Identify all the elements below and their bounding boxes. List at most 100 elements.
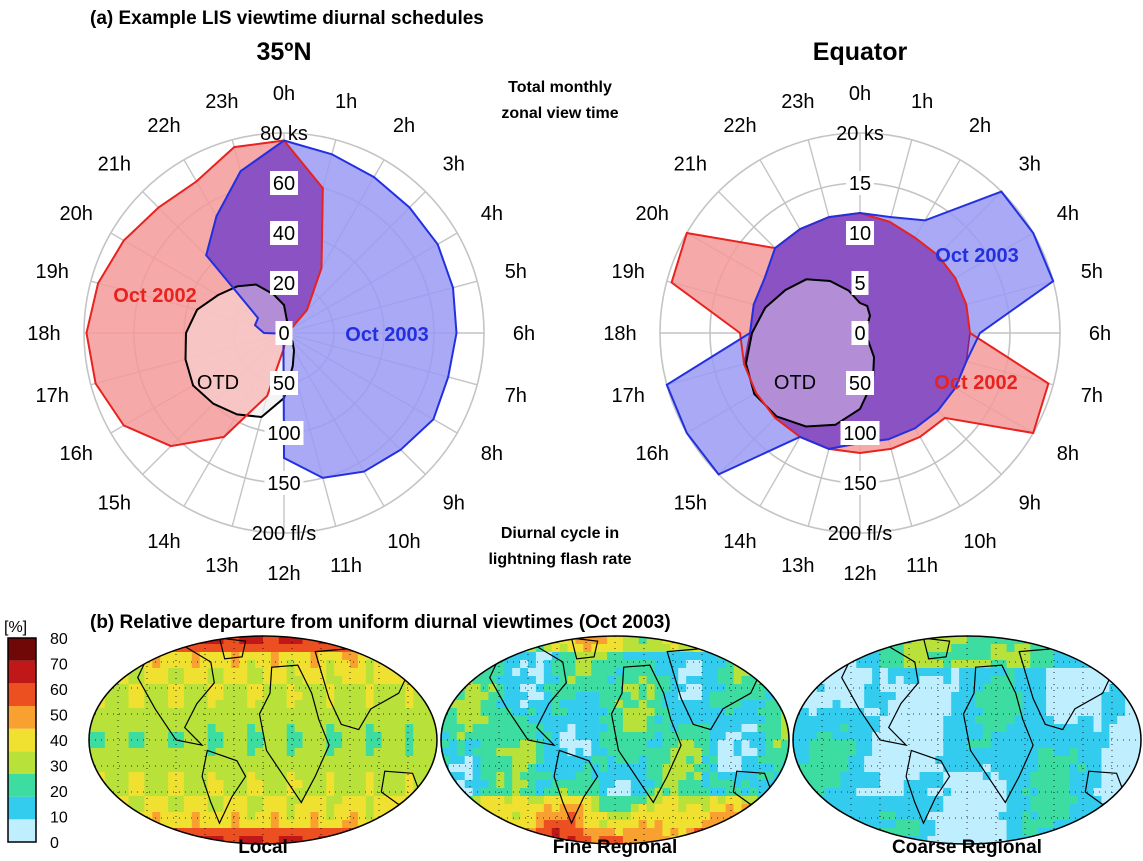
- map-cell: [413, 700, 422, 709]
- map-cell: [1038, 780, 1047, 789]
- map-cell: [709, 780, 719, 789]
- map-cell: [1069, 660, 1079, 669]
- map-cell: [638, 660, 648, 669]
- map-cell: [405, 764, 414, 773]
- map-cell: [967, 764, 976, 773]
- map-cell: [974, 636, 984, 645]
- tick-label-bg: [264, 471, 304, 495]
- map-cell: [832, 756, 842, 765]
- map-cell: [176, 732, 185, 741]
- map-cell: [974, 708, 984, 717]
- map-cell: [448, 796, 458, 805]
- map-cell: [646, 804, 656, 813]
- map-cell: [622, 804, 632, 813]
- map-cell: [543, 780, 553, 789]
- map-cell: [136, 700, 145, 709]
- map-cell: [528, 788, 537, 797]
- map-cell: [793, 828, 802, 837]
- map-cell: [1077, 676, 1087, 685]
- map-cell: [421, 820, 430, 829]
- map-cell: [654, 732, 664, 741]
- map-cell: [215, 756, 225, 765]
- map-cell: [512, 732, 521, 741]
- map-cell: [120, 652, 130, 661]
- map-cell: [982, 676, 992, 685]
- map-cell: [927, 828, 936, 837]
- map-cell: [448, 812, 458, 821]
- map-cell: [816, 780, 826, 789]
- map-cell: [357, 644, 367, 653]
- map-cell: [120, 700, 130, 709]
- map-cell: [749, 716, 758, 725]
- map-cell: [168, 708, 177, 717]
- map-cell: [1069, 724, 1079, 733]
- map-cell: [1069, 748, 1079, 757]
- map-cell: [848, 660, 857, 669]
- map-cell: [334, 804, 343, 813]
- map-cell: [96, 668, 106, 677]
- map-cell: [638, 772, 648, 781]
- map-coastline: [258, 664, 330, 804]
- map-cell: [840, 772, 849, 781]
- map-cell: [1069, 708, 1079, 717]
- map-cell: [967, 796, 976, 805]
- map-cell: [927, 748, 936, 757]
- map-cell: [1125, 700, 1134, 709]
- map-cell: [176, 788, 185, 797]
- map-cell: [223, 716, 232, 725]
- map-cell: [622, 724, 632, 733]
- map-cell: [856, 644, 865, 653]
- map-cell: [543, 644, 553, 653]
- map-cell: [622, 700, 632, 709]
- map-cell: [599, 796, 608, 805]
- map-cell: [551, 708, 561, 717]
- map-cell: [717, 668, 727, 677]
- map-cell: [441, 668, 450, 677]
- map-cell: [1101, 740, 1110, 749]
- map-cell: [1133, 772, 1141, 781]
- map-cell: [1109, 692, 1118, 701]
- map-cell: [239, 772, 248, 781]
- map-cell: [974, 652, 984, 661]
- map-cell: [824, 724, 834, 733]
- map-cell: [448, 828, 458, 837]
- map-cell: [919, 716, 929, 725]
- map-cell: [895, 748, 905, 757]
- map-cell: [733, 828, 743, 837]
- map-cell: [895, 812, 905, 821]
- map-cell: [808, 780, 818, 789]
- map-cell: [1133, 652, 1141, 661]
- hour-label: 4h: [481, 203, 503, 225]
- map-cell: [472, 692, 482, 701]
- map-cell: [1077, 812, 1087, 821]
- map-cell: [302, 756, 312, 765]
- map-cell: [342, 804, 351, 813]
- map-cell: [350, 780, 359, 789]
- map-cell: [215, 820, 225, 829]
- map-cell: [583, 812, 592, 821]
- map-cell: [1046, 764, 1055, 773]
- map-cell: [551, 652, 561, 661]
- map-cell: [808, 812, 818, 821]
- map-cell: [488, 636, 497, 645]
- map-cell: [389, 700, 399, 709]
- map-cell: [935, 708, 944, 717]
- map-cell: [800, 788, 810, 797]
- map-cell: [89, 644, 98, 653]
- map-cell: [709, 636, 719, 645]
- map-cell: [310, 828, 319, 837]
- map-cell: [104, 748, 114, 757]
- map-cell: [528, 660, 537, 669]
- map-cell: [599, 740, 608, 749]
- map-cell: [856, 740, 865, 749]
- map-cell: [128, 836, 138, 844]
- map-cell: [152, 660, 161, 669]
- map-cell: [567, 804, 577, 813]
- map-cell: [255, 740, 264, 749]
- map-cell: [456, 732, 466, 741]
- map-cell: [935, 804, 944, 813]
- map-cell: [255, 692, 264, 701]
- map-cell: [397, 644, 406, 653]
- map-cell: [1022, 788, 1031, 797]
- map-cell: [1093, 772, 1103, 781]
